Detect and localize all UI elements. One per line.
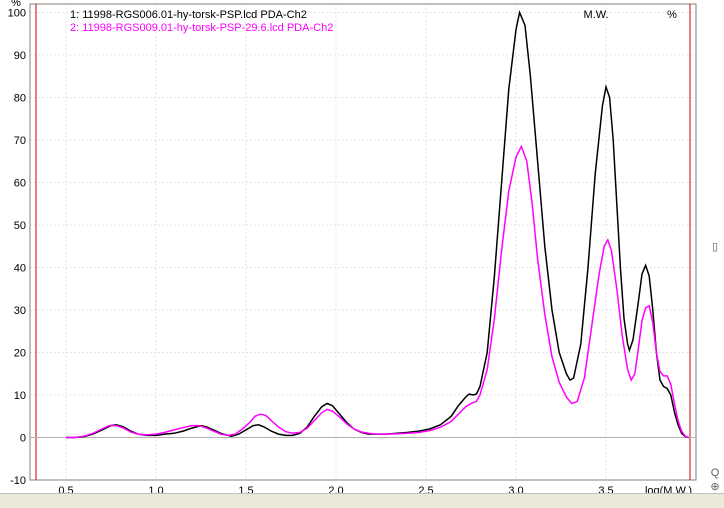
y-tick-label: 50 bbox=[14, 220, 26, 232]
y-tick-label: 60 bbox=[14, 178, 26, 190]
y-tick-label: 10 bbox=[14, 390, 26, 402]
y-tick-label: 100 bbox=[8, 8, 26, 20]
header-pct: % bbox=[667, 9, 677, 21]
y-tick-label: 40 bbox=[14, 263, 26, 275]
zoom-out-icon[interactable]: Q bbox=[708, 466, 722, 480]
legend-item-2: 2: 11998-RGS009.01-hy-torsk-PSP-29.6.lcd… bbox=[70, 22, 333, 34]
chart-svg: -100102030405060708090100%0,51,01,52,02,… bbox=[0, 0, 724, 508]
y-tick-label: 70 bbox=[14, 135, 26, 147]
status-bar bbox=[0, 493, 724, 508]
header-mw: M.W. bbox=[583, 9, 608, 21]
chromatogram-chart: -100102030405060708090100%0,51,01,52,02,… bbox=[0, 0, 724, 508]
legend-item-1: 1: 11998-RGS006.01-hy-torsk-PSP.lcd PDA-… bbox=[70, 9, 307, 21]
y-tick-label: 80 bbox=[14, 93, 26, 105]
y-tick-label: 0 bbox=[20, 433, 26, 445]
y-axis-unit: % bbox=[11, 0, 21, 9]
y-tick-label: 30 bbox=[14, 305, 26, 317]
side-marker[interactable]: ▯ bbox=[708, 240, 722, 254]
y-tick-label: -10 bbox=[10, 475, 26, 487]
zoom-in-icon[interactable]: ⊕ bbox=[708, 480, 722, 494]
y-tick-label: 90 bbox=[14, 50, 26, 62]
y-tick-label: 20 bbox=[14, 348, 26, 360]
